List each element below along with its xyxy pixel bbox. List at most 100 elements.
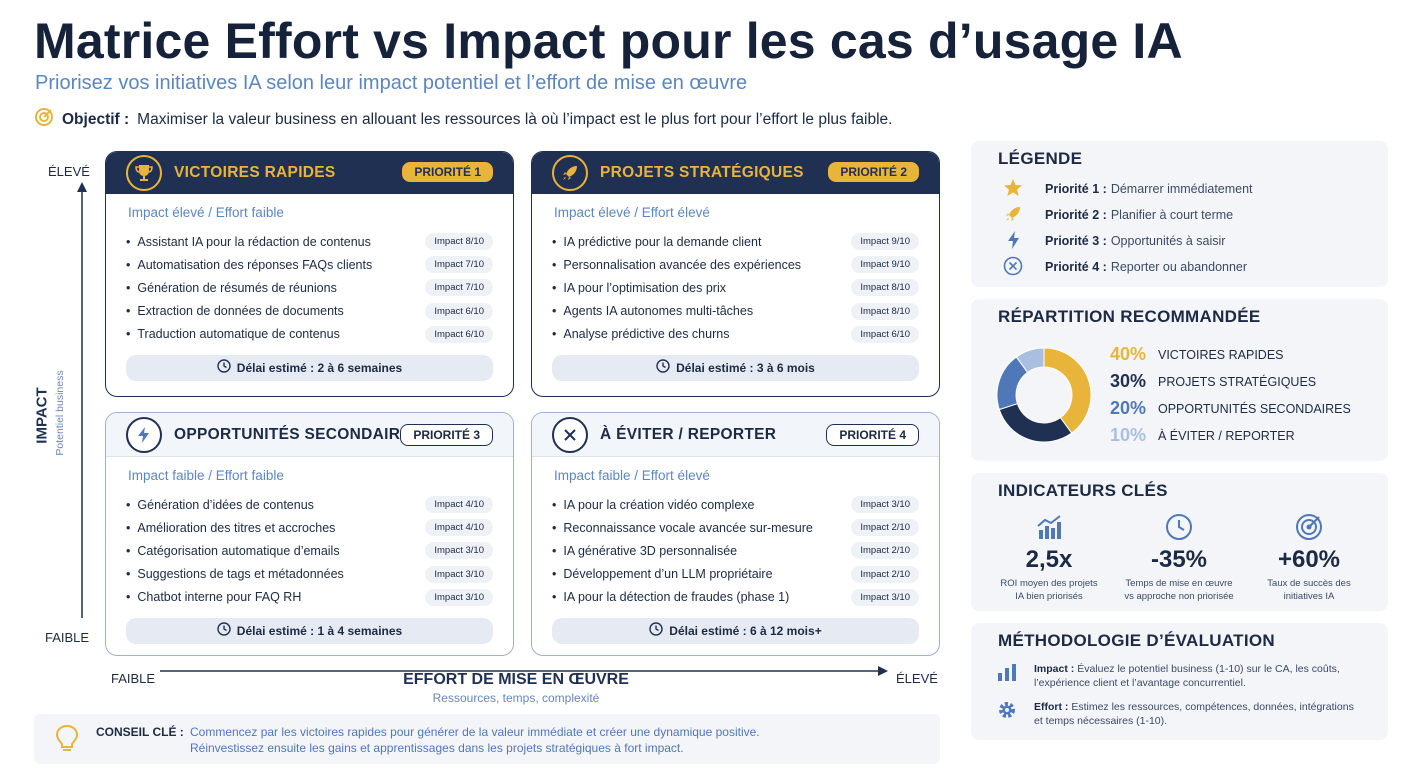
quadrant-secondary-opportunities: OPPORTUNITÉS SECONDAIRES PRIORITÉ 3 Impa… [105,412,514,656]
x-circle-icon [1003,256,1031,279]
impact-badge: Impact 2/10 [851,565,919,583]
list-item: Reconnaissance vocale avancée sur-mesure… [552,516,919,539]
target-icon [34,107,54,132]
allocation-pct: 10% [1110,425,1147,445]
item-label: Agents IA autonomes multi-tâches [552,304,753,318]
impact-badge: Impact 6/10 [425,325,493,343]
impact-badge: Impact 3/10 [851,588,919,606]
list-item: Chatbot interne pour FAQ RH Impact 3/10 [126,586,493,609]
allocation-donut [996,347,1092,443]
tip-label: CONSEIL CLÉ : [96,725,184,739]
quadrant-subtitle: Impact élevé / Effort élevé [554,205,710,220]
clock-icon [656,359,670,376]
item-label: Génération d’idées de contenus [126,498,314,512]
impact-badge: Impact 7/10 [425,279,493,297]
impact-label: Impact : [1034,663,1075,675]
impact-badge: Impact 6/10 [851,325,919,343]
item-label: IA générative 3D personnalisée [552,544,737,558]
kpi-time: -35% Temps de mise en œuvre vs approche … [1119,513,1239,603]
legend-text: Opportunités à saisir [1110,234,1226,248]
kpi-desc: vs approche non priorisée [1124,591,1234,602]
impact-badge: Impact 8/10 [851,279,919,297]
donut-slice-4 [1015,347,1045,374]
allocation-item: 40% VICTOIRES RAPIDES [1110,341,1351,368]
allocation-item: 30% PROJETS STRATÉGIQUES [1110,368,1351,395]
bar-chart-icon [997,663,1017,686]
kpi-value: 2,5x [1025,546,1073,573]
list-item: Personnalisation avancée des expériences… [552,253,919,276]
clock-icon [217,622,231,639]
allocation-title: RÉPARTITION RECOMMANDÉE [998,307,1261,326]
key-tip: CONSEIL CLÉ : Commencez par les victoire… [34,714,940,764]
item-label: IA pour la détection de fraudes (phase 1… [552,590,789,604]
list-item: IA pour la détection de fraudes (phase 1… [552,586,919,609]
item-label: IA prédictive pour la demande client [552,235,761,249]
impact-badge: Impact 9/10 [851,256,919,274]
legend-text: Reporter ou abandonner [1110,260,1248,274]
impact-badge: Impact 3/10 [851,496,919,514]
kpi-desc: Taux de succès des [1267,578,1351,589]
use-case-list: Génération d’idées de contenus Impact 4/1… [126,493,493,609]
quadrant-title: OPPORTUNITÉS SECONDAIRES [174,425,422,443]
list-item: IA pour la création vidéo complexe Impact… [552,493,919,516]
priority-badge: PRIORITÉ 2 [828,162,919,182]
delay-bar: Délai estimé : 3 à 6 mois [552,354,919,381]
donut-slice-1 [1043,347,1092,434]
allocation-pct: 40% [1110,344,1147,364]
list-item: Génération de résumés de réunions Impact … [126,276,493,299]
impact-badge: Impact 7/10 [425,256,493,274]
impact-badge: Impact 9/10 [851,233,919,251]
rocket-icon [552,155,588,191]
item-label: Analyse prédictive des churns [552,327,729,341]
legend-panel: LÉGENDE Priorité 1 : Démarrer immédiatem… [971,141,1388,287]
item-label: Extraction de données de documents [126,304,343,318]
item-label: Catégorisation automatique d’emails [126,544,339,558]
clock-icon [649,622,663,639]
allocation-pct: 20% [1110,398,1147,418]
impact-badge: Impact 2/10 [851,519,919,537]
delay-text: Délai estimé : 1 à 4 semaines [236,623,403,638]
page-title: Matrice Effort vs Impact pour les cas d’… [34,13,1183,69]
list-item: Suggestions de tags et métadonnées Impact… [126,563,493,586]
priority-badge: PRIORITÉ 3 [400,424,493,446]
impact-badge: Impact 3/10 [425,565,493,583]
objective-line: Objectif : Maximiser la valeur business … [34,107,892,132]
y-axis-arrow [77,182,87,618]
gear-icon [997,700,1017,725]
legend-item: Priorité 1 : Démarrer immédiatement [1001,176,1253,202]
page-subtitle: Priorisez vos initiatives IA selon leur … [35,72,748,94]
methodology-impact: Impact : Évaluez le potentiel business (… [1034,662,1340,690]
allocation-label: PROJETS STRATÉGIQUES [1158,374,1317,389]
tip-line-2: Réinvestissez ensuite les gains et appre… [190,741,684,755]
delay-bar: Délai estimé : 1 à 4 semaines [126,617,493,644]
item-label: Automatisation des réponses FAQs clients [126,258,372,272]
donut-slice-2 [998,403,1073,443]
delay-text: Délai estimé : 2 à 6 semaines [236,360,403,375]
legend-title: LÉGENDE [998,149,1083,168]
impact-badge: Impact 2/10 [851,542,919,560]
use-case-list: Assistant IA pour la rédaction de conten… [126,230,493,346]
list-item: Automatisation des réponses FAQs clients… [126,253,493,276]
impact-badge: Impact 4/10 [425,496,493,514]
list-item: Analyse prédictive des churns Impact 6/10 [552,323,919,346]
legend-list: Priorité 1 : Démarrer immédiatement Prio… [1001,176,1253,280]
x-axis-title: EFFORT DE MISE EN ŒUVRE [403,671,629,688]
quadrant-subtitle: Impact faible / Effort élevé [554,468,710,483]
item-label: Personnalisation avancée des expériences [552,258,801,272]
legend-label: Priorité 1 : [1045,182,1107,196]
impact-badge: Impact 3/10 [425,588,493,606]
x-axis-subtitle: Ressources, temps, complexité [432,691,600,705]
list-item: Catégorisation automatique d’emails Impac… [126,539,493,562]
indicators-panel: INDICATEURS CLÉS 2,5x ROI moyen des proj… [971,473,1388,611]
quadrant-avoid-postpone: À ÉVITER / REPORTER PRIORITÉ 4 Impact fa… [531,412,940,656]
quadrant-title: À ÉVITER / REPORTER [600,425,777,443]
list-item: Amélioration des titres et accroches Impa… [126,516,493,539]
objective-label: Objectif : [62,110,130,128]
item-label: Suggestions de tags et métadonnées [126,567,343,581]
tip-line-1: Commencez par les victoires rapides pour… [190,725,760,739]
kpi-success: +60% Taux de succès des initiatives IA [1249,513,1369,603]
quadrant-header: VICTOIRES RAPIDES PRIORITÉ 1 [106,152,513,194]
item-label: Traduction automatique de contenus [126,327,339,341]
star-icon [1003,178,1031,201]
lightning-icon [1005,230,1033,253]
